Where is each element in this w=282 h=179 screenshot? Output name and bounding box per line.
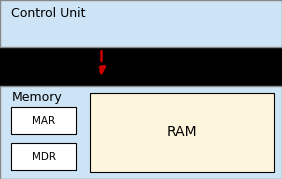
Text: Control Unit: Control Unit — [11, 7, 86, 20]
Text: Memory: Memory — [11, 91, 62, 104]
Bar — [11, 143, 76, 170]
Text: MAR: MAR — [32, 116, 55, 126]
Bar — [0, 0, 282, 47]
Bar — [0, 86, 282, 179]
Text: MDR: MDR — [32, 152, 56, 162]
Bar — [11, 107, 76, 134]
Bar — [90, 93, 274, 172]
Text: RAM: RAM — [167, 125, 197, 139]
